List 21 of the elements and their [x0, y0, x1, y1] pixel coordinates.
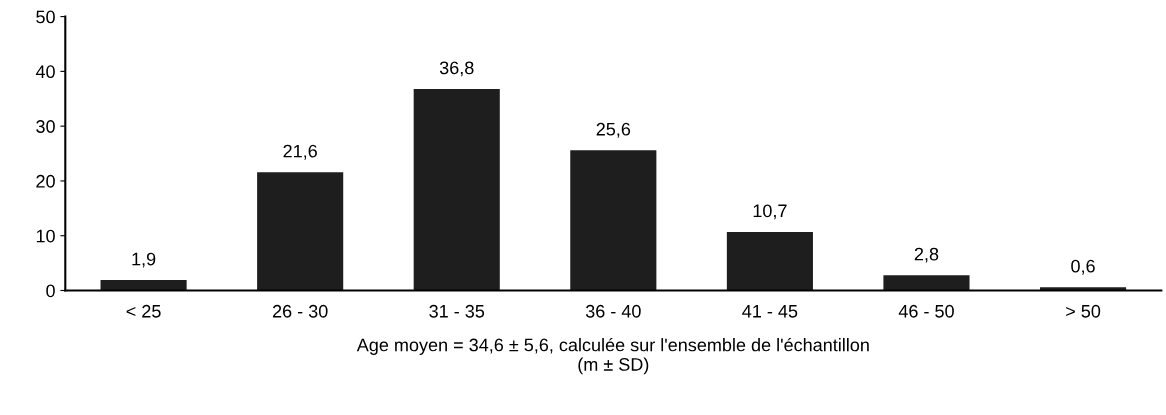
y-tick-label: 30	[36, 120, 55, 133]
data-label: 36,8	[439, 61, 474, 77]
y-tick-label: 0	[46, 284, 55, 298]
x-tick-label: > 50	[1066, 304, 1101, 318]
x-tick-label: 41 - 45	[742, 305, 798, 318]
x-tick-label: 26 - 30	[272, 304, 328, 318]
x-tick-label: 46 - 50	[898, 304, 954, 318]
data-label: 1,9	[132, 252, 156, 268]
data-label: 2,8	[914, 247, 939, 263]
data-label: 0,6	[1071, 259, 1095, 275]
data-label: 25,6	[596, 122, 631, 138]
y-tick-label: 40	[35, 65, 55, 79]
y-tick-label: 20	[36, 174, 55, 188]
data-label: 10,7	[753, 204, 787, 220]
data-label: 21,6	[283, 144, 317, 160]
x-tick-label: < 25	[126, 304, 161, 318]
x-tick-label: 36 - 40	[585, 304, 641, 318]
y-tick-label: 10	[36, 229, 55, 243]
y-tick-label: 50	[36, 10, 55, 24]
x-tick-label: 31 - 35	[429, 304, 485, 318]
x-axis-title: Age moyen = 34,6 ± 5,6, calculée sur l'ensemble de l'échantillon (m ± SD)	[356, 337, 869, 375]
